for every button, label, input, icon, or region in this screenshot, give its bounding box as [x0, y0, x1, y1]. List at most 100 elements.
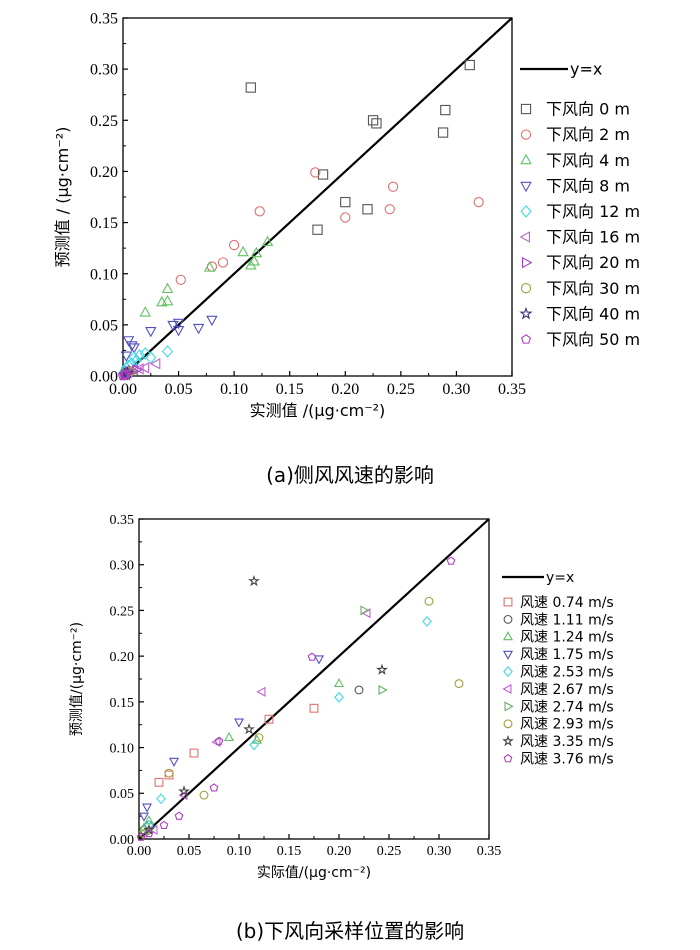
- x-tick-label: 0.00: [109, 381, 137, 398]
- data-point: [139, 347, 151, 360]
- legend-marker: [519, 306, 533, 320]
- y-tick-label: 0.25: [110, 604, 135, 619]
- data-point: [154, 777, 164, 787]
- data-point: [145, 351, 157, 364]
- x-tick-label: 0.30: [442, 381, 470, 398]
- data-point: [233, 718, 245, 728]
- y-tick-label: 0.35: [90, 11, 118, 28]
- data-point: [132, 364, 143, 376]
- data-point: [454, 679, 464, 689]
- x-tick-label: 0.35: [498, 381, 526, 398]
- legend-marker: [520, 103, 532, 115]
- y-axis-label: 预测值/(μg·cm⁻²): [69, 622, 85, 736]
- x-tick-label: 0.20: [331, 381, 359, 398]
- data-point: [149, 357, 161, 370]
- reference-line: [122, 17, 513, 377]
- legend-label: 风速 2.93 m/s: [520, 717, 614, 733]
- legend-marker: [502, 631, 514, 641]
- legend-marker: [503, 597, 513, 607]
- legend-label: 下风向 12 m: [546, 202, 640, 221]
- legend-marker: [502, 683, 512, 695]
- legend-marker: [520, 181, 532, 193]
- y-tick-label: 0.25: [90, 113, 118, 130]
- legend-marker: [520, 153, 532, 165]
- data-point: [144, 828, 154, 838]
- data-point: [317, 169, 329, 180]
- legend-label: 下风向 2 m: [546, 125, 630, 144]
- y-tick-label: 0.00: [90, 369, 118, 386]
- legend-label: 风速 0.74 m/s: [520, 595, 614, 611]
- data-point: [161, 294, 174, 306]
- x-tick-label: 0.35: [477, 844, 502, 859]
- y-tick-label: 0.10: [110, 741, 135, 756]
- legend-label: 风速 2.53 m/s: [520, 665, 614, 681]
- data-point: [199, 790, 209, 800]
- data-point: [223, 731, 235, 741]
- data-point: [333, 677, 345, 688]
- data-point: [167, 320, 179, 332]
- data-point: [117, 370, 129, 381]
- reference-line: [138, 518, 490, 840]
- x-tick-label: 0.10: [220, 381, 248, 398]
- y-tick-label: 0.20: [110, 650, 135, 665]
- legend-label: 下风向 8 m: [546, 176, 630, 195]
- legend-marker: [520, 205, 532, 218]
- legend-marker: [520, 129, 532, 140]
- data-point: [256, 686, 266, 697]
- x-tick-label: 0.05: [177, 844, 202, 859]
- legend-label: 风速 1.11 m/s: [520, 612, 614, 628]
- data-point: [145, 326, 157, 338]
- data-point: [128, 343, 140, 354]
- legend-label: 下风向 50 m: [546, 330, 640, 349]
- data-point: [245, 259, 257, 270]
- data-point: [313, 655, 325, 665]
- legend-label: 下风向 20 m: [546, 253, 640, 272]
- data-point: [384, 204, 395, 215]
- data-point: [128, 351, 140, 364]
- data-point: [371, 118, 382, 129]
- y-tick-label: 0.15: [90, 215, 118, 232]
- data-point: [143, 815, 155, 825]
- x-axis-label: 实际值/(μg·cm⁻²): [257, 865, 371, 881]
- legend-label: 风速 3.76 m/s: [520, 752, 614, 768]
- y-tick-label: 0.20: [90, 164, 118, 181]
- data-point: [172, 325, 185, 337]
- data-point: [360, 605, 370, 616]
- legend-marker: [504, 701, 514, 712]
- data-point: [387, 181, 399, 192]
- data-point: [464, 59, 475, 71]
- legend-label: 风速 1.75 m/s: [520, 647, 614, 663]
- data-point: [164, 770, 174, 780]
- x-tick-label: 0.05: [165, 381, 193, 398]
- y-tick-label: 0.15: [110, 696, 135, 711]
- data-point: [175, 274, 186, 286]
- data-point: [250, 246, 263, 258]
- data-point: [422, 615, 432, 627]
- data-point: [312, 224, 323, 235]
- data-point: [340, 196, 351, 208]
- data-point: [143, 823, 155, 835]
- data-point: [174, 811, 184, 820]
- caption: (b)下风向采样位置的影响: [236, 919, 464, 943]
- legend-marker: [520, 283, 532, 294]
- data-point: [126, 341, 138, 352]
- data-point: [189, 748, 199, 758]
- data-point: [178, 785, 190, 797]
- data-point: [307, 652, 317, 661]
- legend-label: 下风向 16 m: [546, 228, 640, 247]
- data-point: [254, 733, 264, 742]
- data-point: [206, 315, 218, 327]
- data-point: [214, 736, 224, 745]
- data-point: [440, 104, 451, 116]
- data-point: [156, 793, 166, 805]
- data-point: [367, 115, 379, 126]
- legend-label: 风速 3.35 m/s: [520, 734, 614, 750]
- legend-label: 下风向 4 m: [546, 151, 630, 170]
- data-point: [161, 282, 174, 294]
- legend-label: 风速 2.67 m/s: [520, 682, 614, 698]
- x-tick-label: 0.30: [427, 844, 452, 859]
- data-point: [237, 245, 249, 257]
- data-point: [249, 739, 259, 751]
- data-point: [161, 345, 174, 358]
